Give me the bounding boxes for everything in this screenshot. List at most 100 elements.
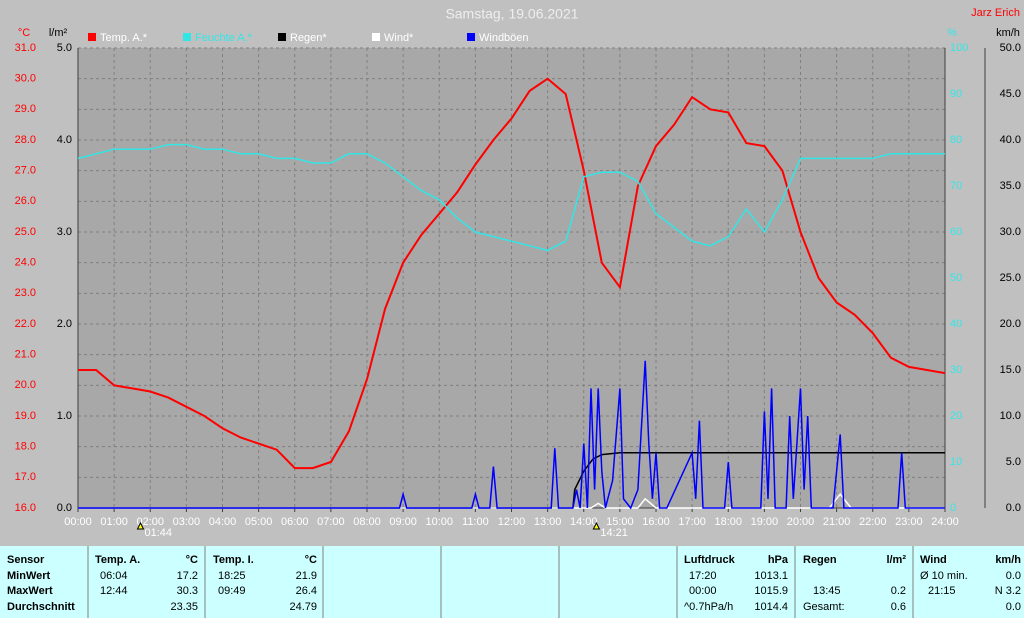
author: Jarz Erich	[971, 7, 1020, 19]
x-tick-label: 06:00	[281, 516, 309, 528]
x-tick-label: 13:00	[534, 516, 562, 528]
table-background	[0, 546, 1024, 618]
y4-tick-label: 30.0	[1000, 226, 1021, 238]
annotation-icon	[592, 521, 601, 530]
table-cell: 09:49	[218, 585, 246, 597]
x-tick-label: 20:00	[787, 516, 815, 528]
legend-label: Temp. A.*	[100, 32, 148, 44]
annotation-label: 14:21	[600, 527, 628, 539]
table-cell: N 3.2	[995, 585, 1021, 597]
y-tick-label: 24.0	[15, 257, 36, 269]
y2-tick-label: 2.0	[57, 318, 72, 330]
y-axis-title: °C	[18, 27, 30, 39]
x-tick-label: 07:00	[317, 516, 345, 528]
y3-tick-label: 90	[950, 88, 962, 100]
table-cell: 26.4	[296, 585, 317, 597]
x-tick-label: 09:00	[389, 516, 417, 528]
y3-tick-label: 80	[950, 134, 962, 146]
y3-tick-label: 30	[950, 364, 962, 376]
x-tick-label: 10:00	[425, 516, 453, 528]
y4-tick-label: 5.0	[1006, 456, 1021, 468]
table-header: hPa	[768, 554, 789, 566]
table-cell: 23.35	[170, 601, 198, 613]
y3-axis-title: %	[947, 27, 957, 39]
y2-tick-label: 5.0	[57, 42, 72, 54]
y-tick-label: 31.0	[15, 42, 36, 54]
y4-tick-label: 15.0	[1000, 364, 1021, 376]
table-cell: ^0.7hPa/h	[684, 601, 733, 613]
annotation-label: 01:44	[144, 527, 172, 539]
legend-swatch	[88, 33, 96, 41]
table-cell: 0.6	[891, 601, 906, 613]
y2-tick-label: 4.0	[57, 134, 72, 146]
x-tick-label: 04:00	[209, 516, 237, 528]
x-tick-label: 24:00	[931, 516, 959, 528]
y-tick-label: 19.0	[15, 410, 36, 422]
y-tick-label: 28.0	[15, 134, 36, 146]
legend-swatch	[183, 33, 191, 41]
table-cell: Ø 10 min.	[920, 570, 968, 582]
y-tick-label: 23.0	[15, 287, 36, 299]
table-cell: 00:00	[689, 585, 717, 597]
table-grid	[87, 546, 914, 618]
y4-tick-label: 20.0	[1000, 318, 1021, 330]
table-cell: 0.2	[891, 585, 906, 597]
table-cell: 06:04	[100, 570, 128, 582]
table-cell: 12:44	[100, 585, 128, 597]
y3-tick-label: 50	[950, 272, 962, 284]
y3-tick-label: 100	[950, 42, 968, 54]
y-tick-label: 21.0	[15, 349, 36, 361]
legend-label: Feuchte A.*	[195, 32, 253, 44]
table-header: Regen	[803, 554, 837, 566]
table-cell: 30.3	[177, 585, 198, 597]
table-cell: 1013.1	[754, 570, 788, 582]
y-tick-label: 30.0	[15, 73, 36, 85]
x-tick-label: 19:00	[751, 516, 779, 528]
table-cell: 21.9	[296, 570, 317, 582]
table-cell: 1014.4	[754, 601, 788, 613]
x-tick-label: 05:00	[245, 516, 273, 528]
table-header: Wind	[920, 554, 947, 566]
y-tick-label: 22.0	[15, 318, 36, 330]
y2-axis-title: l/m²	[49, 27, 68, 39]
x-tick-label: 11:00	[462, 516, 489, 528]
y4-axis-title: km/h	[996, 27, 1020, 39]
series-line	[77, 143, 945, 252]
y3-tick-label: 60	[950, 226, 962, 238]
table-cell: 13:45	[813, 585, 841, 597]
table-cell: Gesamt:	[803, 601, 845, 613]
x-tick-label: 08:00	[353, 516, 381, 528]
y2-tick-label: 0.0	[57, 502, 72, 514]
table-header: °C	[305, 554, 317, 566]
x-tick-label: 15:00	[606, 516, 634, 528]
table-header: Temp. I.	[213, 554, 254, 566]
x-tick-label: 02:00	[136, 516, 164, 528]
table-header: °C	[186, 554, 198, 566]
y4-tick-label: 40.0	[1000, 134, 1021, 146]
y-tick-label: 20.0	[15, 379, 36, 391]
table-header: l/m²	[886, 554, 906, 566]
y-tick-label: 17.0	[15, 471, 36, 483]
y4-tick-label: 45.0	[1000, 88, 1021, 100]
row-label: Durchschnitt	[7, 601, 75, 613]
y2-tick-label: 1.0	[57, 410, 72, 422]
x-tick-label: 14:00	[570, 516, 598, 528]
x-tick-label: 21:00	[823, 516, 851, 528]
y4-tick-label: 10.0	[1000, 410, 1021, 422]
x-tick-label: 01:00	[100, 516, 128, 528]
table-cell: 0.0	[1006, 570, 1021, 582]
y3-tick-label: 0	[950, 502, 956, 514]
x-tick-label: 16:00	[642, 516, 670, 528]
legend-label: Windböen	[479, 32, 529, 44]
x-tick-label: 00:00	[64, 516, 92, 528]
table-cell: 1015.9	[754, 585, 788, 597]
y-tick-label: 16.0	[15, 502, 36, 514]
x-tick-label: 17:00	[678, 516, 706, 528]
series-line	[78, 77, 946, 470]
y4-tick-label: 0.0	[1006, 502, 1021, 514]
legend-swatch	[372, 33, 380, 41]
legend-swatch	[278, 33, 286, 41]
legend-label: Regen*	[290, 32, 327, 44]
